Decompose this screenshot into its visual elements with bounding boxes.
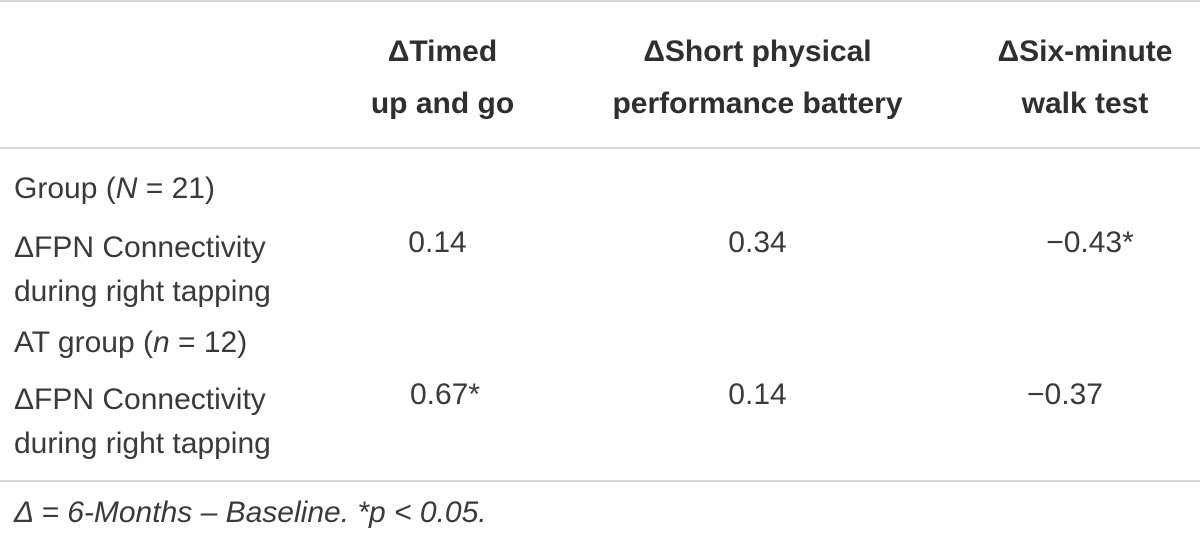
header-line2: walk test (1021, 87, 1149, 120)
row-label-line1: ΔFPN Connectivity (14, 383, 266, 416)
value-timed-up-and-go: 0.67* (409, 378, 481, 411)
row-label: ΔFPN Connectivity during right tapping (14, 226, 271, 314)
row-label: ΔFPN Connectivity during right tapping (14, 378, 271, 466)
header-line1: ΔSix-minute (997, 35, 1173, 68)
header-line2: performance battery (612, 87, 903, 120)
row-label-line2: during right tapping (14, 275, 271, 308)
row-label-line2: during right tapping (14, 427, 271, 460)
group-label: Group (N = 21) (14, 172, 215, 205)
header-rule (0, 147, 1200, 149)
value-short-physical-performance-battery: 0.14 (728, 378, 787, 411)
header-line2: up and go (370, 87, 515, 120)
group-label: AT group (n = 12) (14, 326, 248, 359)
table-footnote: Δ = 6-Months – Baseline. *p < 0.05. (14, 496, 487, 529)
value-timed-up-and-go: 0.14 (408, 226, 467, 259)
row-label-line1: ΔFPN Connectivity (14, 231, 266, 264)
header-line1: ΔShort physical (643, 35, 872, 68)
value-six-minute-walk-test: −0.43* (1046, 226, 1134, 259)
header-short-physical-performance-battery: ΔShort physical performance battery (585, 26, 930, 130)
header-six-minute-walk-test: ΔSix-minute walk test (970, 26, 1200, 130)
value-short-physical-performance-battery: 0.34 (728, 226, 787, 259)
header-timed-up-and-go: ΔTimed up and go (345, 26, 540, 130)
top-rule (0, 0, 1200, 2)
header-line1: ΔTimed (387, 35, 498, 68)
bottom-rule (0, 480, 1200, 482)
value-six-minute-walk-test: −0.37 (1027, 378, 1103, 411)
